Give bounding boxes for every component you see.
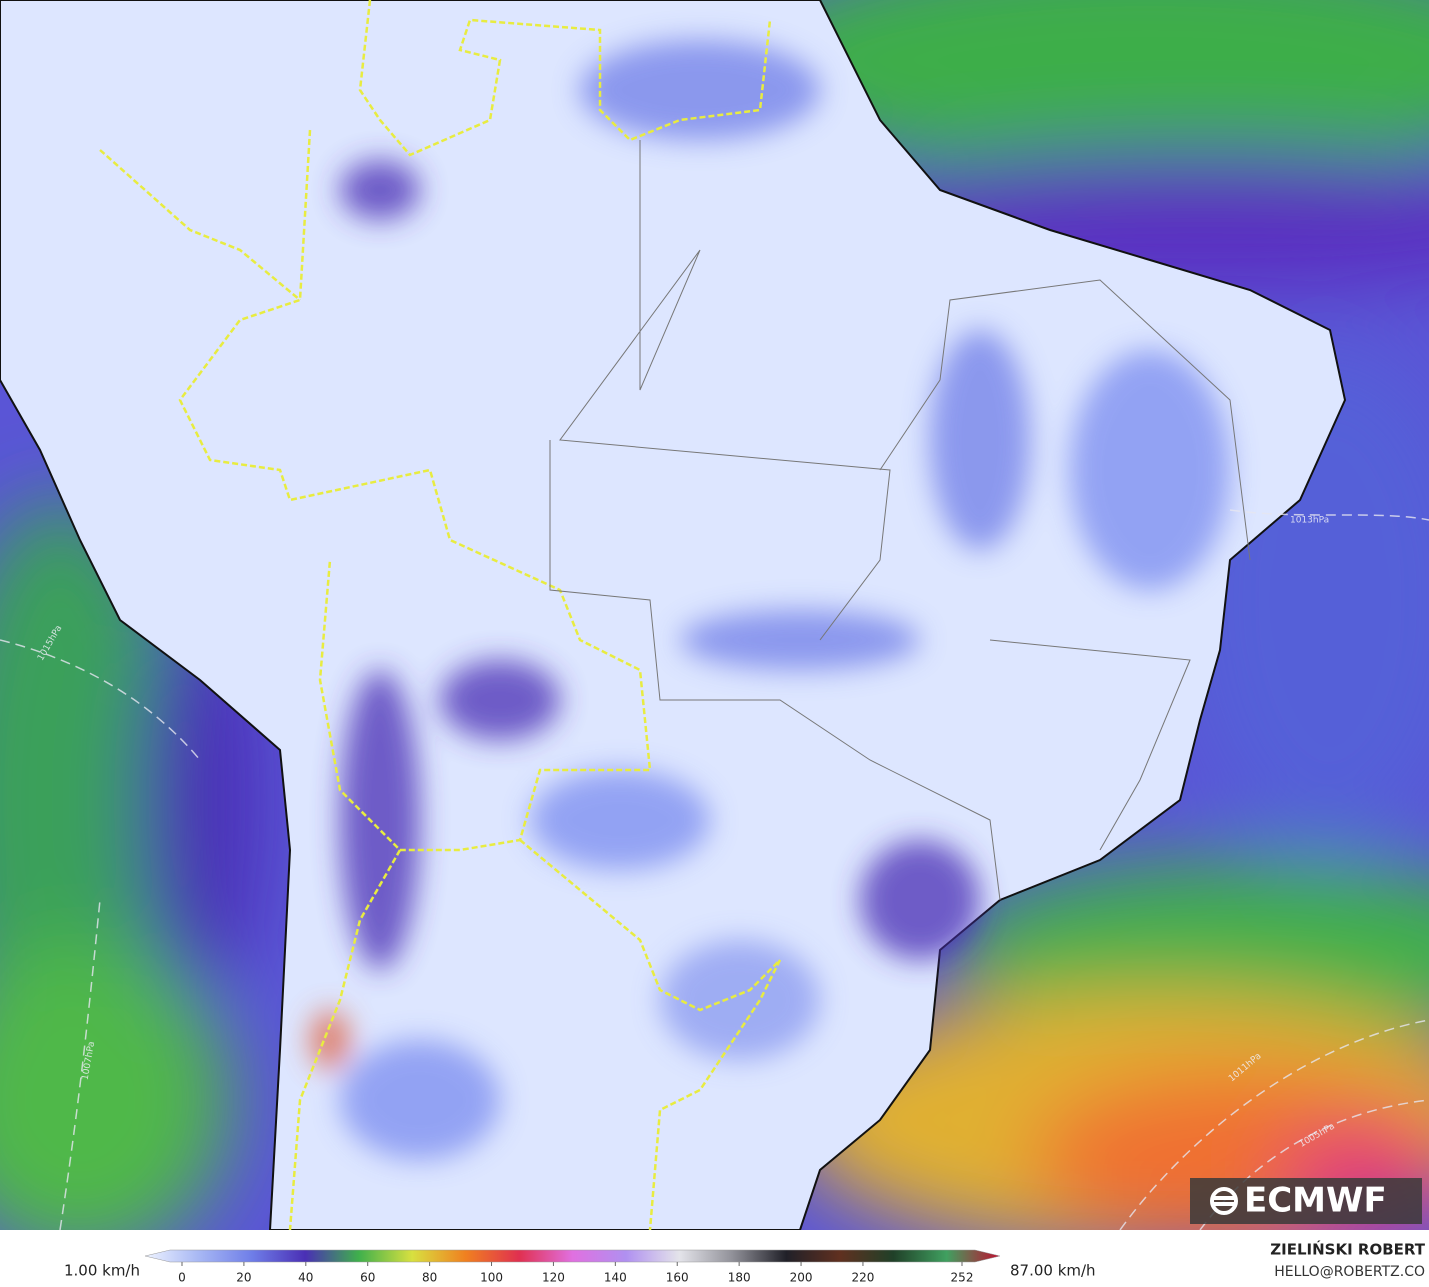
colorbar-tick-label: 220 [851, 1271, 874, 1285]
country-borders [99, 0, 782, 1230]
colorbar-min: 1.00 km/h [64, 1262, 140, 1280]
colorbar-tick-label: 200 [790, 1271, 813, 1285]
colorbar-tick-label: 0 [178, 1271, 186, 1285]
credit-name: ZIELIŃSKI ROBERT [1270, 1240, 1425, 1259]
colorbar-tick-label: 80 [422, 1271, 437, 1285]
state-borders [549, 140, 1251, 901]
colorbar-tick-label: 20 [236, 1271, 251, 1285]
colorbar-bar [144, 1249, 1001, 1263]
colorbar-tick-label: 252 [951, 1271, 974, 1285]
colorbar-tick-label: 160 [666, 1271, 689, 1285]
colorbar-tick-label: 120 [542, 1271, 565, 1285]
logo-box [1190, 1178, 1422, 1224]
colorbar-tick-label: 40 [298, 1271, 313, 1285]
colorbar: 0 20 40 60 80 100 120 140 160 180 200 220 252 [144, 1249, 1001, 1285]
colorbar-max: 87.00 km/h [1010, 1262, 1096, 1280]
logo-icon [1210, 1187, 1239, 1215]
colorbar-tick-label: 100 [480, 1271, 503, 1285]
credit-email: HELLO@ROBERTZ.CO [1274, 1264, 1425, 1280]
isobar-label: 1013hPa [1290, 516, 1329, 526]
colorbar-tick-label: 140 [604, 1271, 627, 1285]
colorbar-tick-label: 60 [360, 1271, 375, 1285]
colorbar-tick-label: 180 [728, 1271, 751, 1285]
logo-text: ECMWF [1244, 1181, 1387, 1221]
